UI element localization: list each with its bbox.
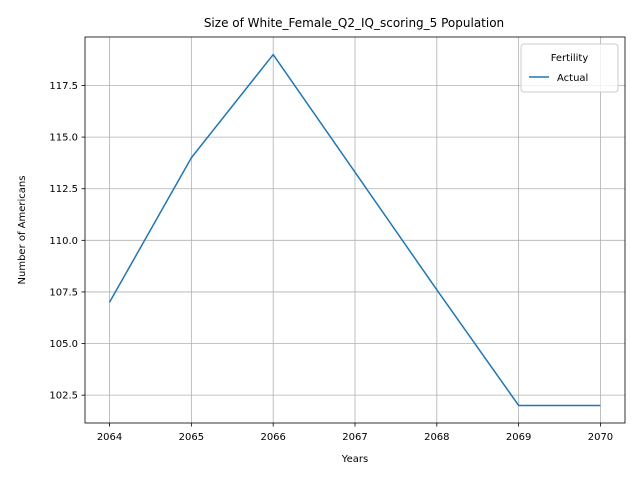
chart-title: Size of White_Female_Q2_IQ_scoring_5 Pop… [204, 16, 504, 30]
legend-label-actual: Actual [557, 73, 588, 84]
x-axis-label: Years [341, 454, 368, 465]
y-tick-label: 107.5 [49, 287, 78, 298]
x-tick-label: 2070 [588, 432, 613, 443]
y-tick-label: 115.0 [49, 133, 78, 144]
x-tick-label: 2064 [97, 432, 122, 443]
x-tick-label: 2065 [179, 432, 204, 443]
legend: Fertility Actual [520, 43, 619, 93]
series-group [108, 53, 601, 407]
x-tick-label: 2066 [260, 432, 285, 443]
x-tick-label: 2067 [342, 432, 367, 443]
grid [85, 37, 625, 423]
series-line-actual [108, 53, 601, 407]
y-tick-label: 112.5 [49, 184, 78, 195]
y-tick-label: 117.5 [49, 81, 78, 92]
y-tick-label: 102.5 [49, 391, 78, 402]
y-tick-label: 110.0 [49, 236, 78, 247]
x-tick-label: 2068 [424, 432, 449, 443]
legend-box [520, 43, 619, 93]
legend-title: Fertility [551, 53, 589, 64]
y-tick-label: 105.0 [49, 339, 78, 350]
x-axis: 2064 2065 2066 2067 2068 2069 2070 [97, 423, 613, 443]
y-axis-label: Number of Americans [17, 176, 28, 285]
y-axis: 102.5 105.0 107.5 110.0 112.5 115.0 117.5 [49, 81, 85, 402]
x-tick-label: 2069 [506, 432, 531, 443]
